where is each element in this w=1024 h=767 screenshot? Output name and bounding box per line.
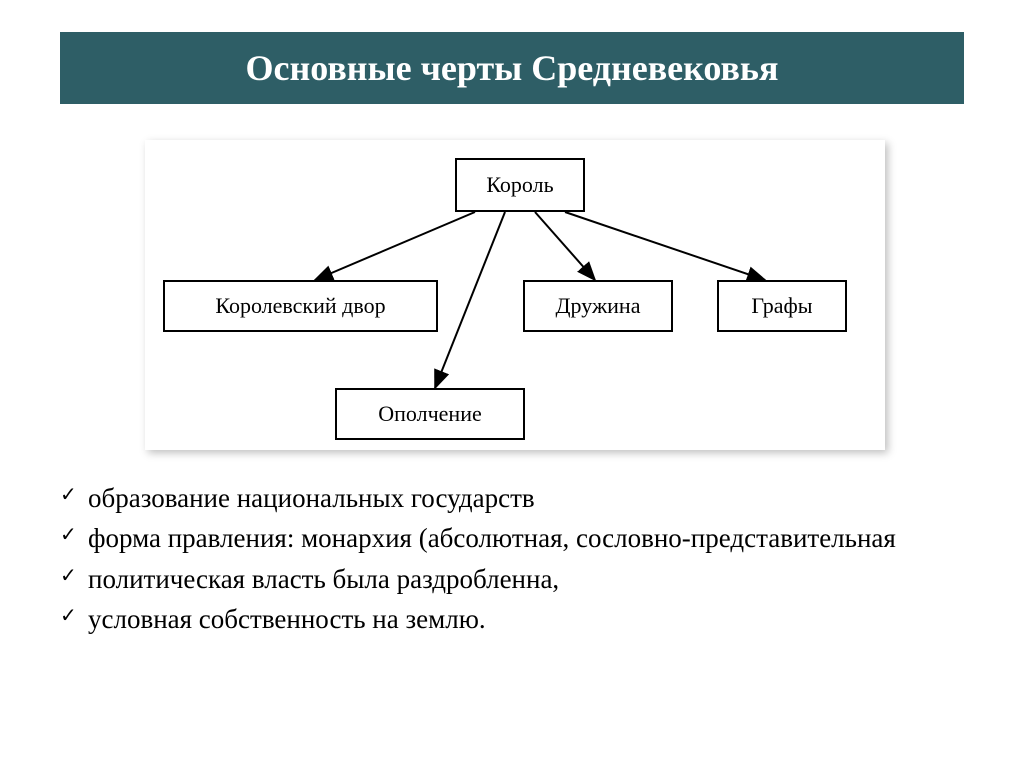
diagram-node-counts: Графы (717, 280, 847, 332)
list-item: ✓образование национальных государств (60, 480, 960, 516)
bullet-text: условная собственность на землю. (88, 601, 486, 637)
diagram-edge (435, 212, 505, 388)
check-icon: ✓ (60, 561, 88, 590)
check-icon: ✓ (60, 480, 88, 509)
hierarchy-diagram: Король Королевский двор Дружина Графы Ополче… (145, 140, 885, 450)
bullet-list: ✓образование национальных государств✓фор… (60, 480, 960, 642)
check-icon: ✓ (60, 601, 88, 630)
diagram-node-druzhina: Дружина (523, 280, 673, 332)
diagram-node-court: Королевский двор (163, 280, 438, 332)
check-icon: ✓ (60, 520, 88, 549)
bullet-text: форма правления: монархия (абсолютная, с… (88, 520, 896, 556)
diagram-node-king: Король (455, 158, 585, 212)
diagram-edge (315, 212, 475, 280)
list-item: ✓форма правления: монархия (абсолютная, … (60, 520, 960, 556)
diagram-edge (535, 212, 595, 280)
list-item: ✓условная собственность на землю. (60, 601, 960, 637)
page-title: Основные черты Средневековья (246, 47, 779, 89)
diagram-edge (565, 212, 765, 280)
bullet-text: политическая власть была раздробленна, (88, 561, 559, 597)
title-bar: Основные черты Средневековья (60, 32, 964, 104)
list-item: ✓политическая власть была раздробленна, (60, 561, 960, 597)
diagram-node-militia: Ополчение (335, 388, 525, 440)
bullet-text: образование национальных государств (88, 480, 535, 516)
